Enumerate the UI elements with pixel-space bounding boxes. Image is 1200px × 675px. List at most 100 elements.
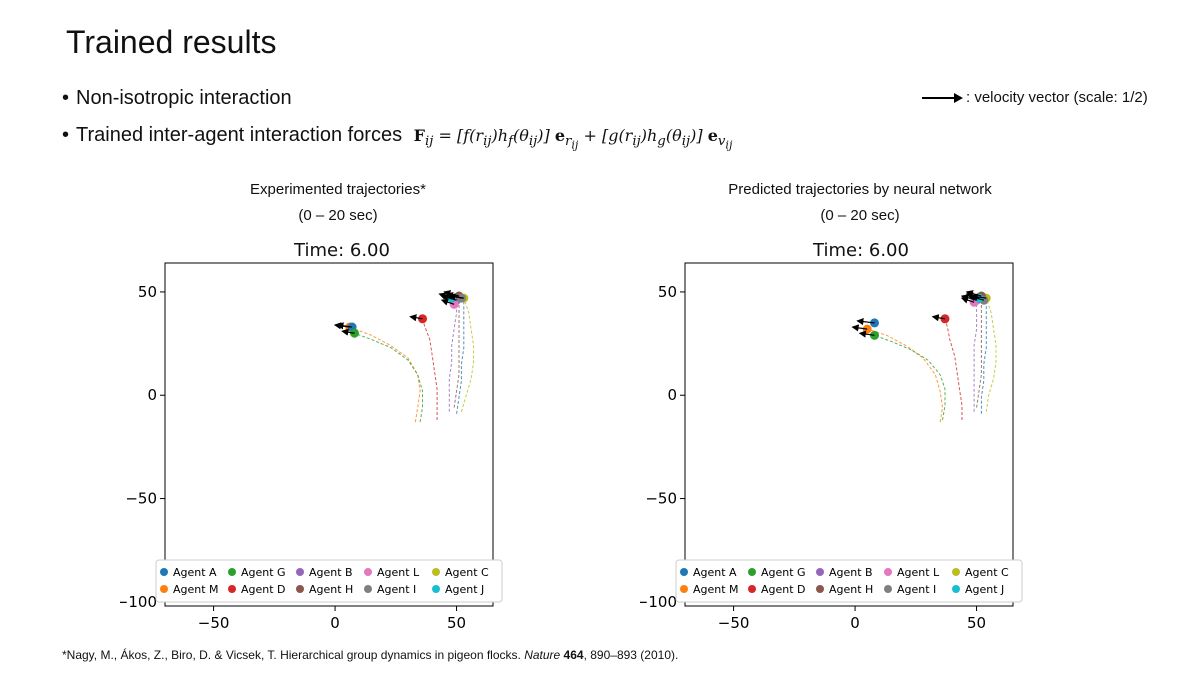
trajectory-agent-d (422, 318, 438, 420)
x-tick-label: −50 (198, 614, 230, 632)
legend-marker-agent-a (680, 568, 688, 576)
x-tick-label: 50 (967, 614, 986, 632)
legend-box (155, 559, 503, 603)
y-tick-label: −50 (645, 490, 677, 508)
legend-marker-agent-h (296, 585, 304, 593)
legend-marker-agent-d (748, 585, 756, 593)
bullet-dot: • (62, 87, 70, 109)
experimented-trajectory-chart: −50 0 50 −100 −50 0 50 Agent A Agent G Agent B Age… (120, 262, 503, 632)
legend-marker-agent-c (952, 568, 960, 576)
legend-label-agent-c: Agent C (965, 566, 1009, 579)
legend-marker-agent-j (432, 585, 440, 593)
arrow-icon (922, 92, 963, 103)
legend-label-agent-a: Agent A (693, 566, 737, 579)
legend-label-agent-a: Agent A (173, 566, 217, 579)
velocity-vector-note: : velocity vector (scale: 1/2) (920, 89, 1148, 106)
velocity-arrow-agent-l (440, 298, 455, 306)
legend-label-agent-d: Agent D (241, 583, 286, 596)
force-formula: Fij = [f(rij)hf(θij)] erij + [g(rij)hg(θ… (413, 126, 733, 152)
velocity-arrow-agent-g (341, 328, 355, 336)
trajectory-agent-m (867, 328, 944, 423)
legend-marker-agent-a (160, 568, 168, 576)
footer-journal: Nature (524, 648, 561, 662)
x-tick-label: 0 (850, 614, 860, 632)
y-tick-label: −100 (640, 593, 677, 611)
velocity-arrow-agent-a (856, 318, 875, 326)
legend-label-agent-h: Agent H (309, 583, 353, 596)
legend-label-agent-m: Agent M (693, 583, 739, 596)
right-time-label: Time: 6.00 (813, 240, 909, 261)
velocity-note-text: : velocity vector (scale: 1/2) (966, 89, 1148, 106)
velocity-arrow-agent-d (931, 314, 946, 322)
legend-label-agent-h: Agent H (829, 583, 873, 596)
footer-volume: 464 (560, 648, 584, 662)
y-tick-label: 50 (658, 283, 677, 301)
right-panel-title: Predicted trajectories by neural network… (660, 177, 1060, 229)
x-tick-label: −50 (718, 614, 750, 632)
legend-label-agent-m: Agent M (173, 583, 219, 596)
legend-label-agent-i: Agent I (897, 583, 936, 596)
trajectory-agent-h (976, 296, 982, 408)
point-agent-a (870, 318, 880, 328)
left-title-line2: (0 – 20 sec) (298, 207, 378, 224)
predicted-trajectory-chart: −50 0 50 −100 −50 0 50 Agent A Agent G Agent B Age… (640, 262, 1023, 632)
legend-marker-agent-c (432, 568, 440, 576)
legend-marker-agent-i (884, 585, 892, 593)
legend-marker-agent-m (160, 585, 168, 593)
point-agent-g (350, 328, 360, 338)
x-tick-label: 50 (447, 614, 466, 632)
legend-label-agent-j: Agent J (445, 583, 484, 596)
legend-label-agent-b: Agent B (309, 566, 353, 579)
citation-footer: *Nagy, M., Ákos, Z., Biro, D. & Vicsek, … (62, 648, 678, 662)
legend-marker-agent-h (816, 585, 824, 593)
slide-title: Trained results (66, 24, 277, 60)
right-title-line1: Predicted trajectories by neural network (728, 181, 992, 198)
velocity-arrow-agent-j (438, 292, 452, 300)
trajectory-agent-g (354, 332, 423, 423)
y-tick-label: 0 (147, 386, 157, 404)
legend-marker-agent-l (884, 568, 892, 576)
legend-marker-agent-g (228, 568, 236, 576)
legend-marker-agent-d (228, 585, 236, 593)
left-time-label: Time: 6.00 (294, 240, 390, 261)
right-title-line2: (0 – 20 sec) (820, 207, 900, 224)
legend-label-agent-b: Agent B (829, 566, 873, 579)
trajectory-agent-a (980, 298, 987, 414)
legend-label-agent-i: Agent I (377, 583, 416, 596)
bullet2-text: Trained inter-agent interaction forces (76, 124, 403, 146)
legend-label-agent-g: Agent G (761, 566, 806, 579)
y-tick-label: −100 (120, 593, 157, 611)
trajectory-agent-m (349, 326, 421, 423)
footer-prefix: *Nagy, M., Ákos, Z., Biro, D. & Vicsek, … (62, 648, 525, 662)
footer-suffix: , 890–893 (2010). (583, 648, 679, 662)
legend-marker-agent-i (364, 585, 372, 593)
y-tick-label: −50 (125, 490, 157, 508)
trajectory-agent-a (456, 298, 465, 414)
legend-label-agent-l: Agent L (897, 566, 940, 579)
legend-label-agent-c: Agent C (445, 566, 489, 579)
legend-marker-agent-b (816, 568, 824, 576)
trajectory-agent-d (944, 318, 963, 420)
y-tick-label: 0 (667, 386, 677, 404)
legend-box (675, 559, 1023, 603)
velocity-arrow-agent-d (409, 314, 423, 322)
bullet-interaction-forces: • Trained inter-agent interaction forces … (62, 124, 732, 152)
plot-frame (684, 262, 1014, 607)
bullet-dot: • (62, 124, 70, 146)
legend-marker-agent-b (296, 568, 304, 576)
velocity-arrow-agent-i (445, 292, 462, 300)
bullet1-text: Non-isotropic interaction (76, 87, 292, 109)
plot-frame (164, 262, 494, 607)
velocity-arrow-agent-l (960, 296, 975, 304)
trajectory-agent-g (874, 334, 946, 421)
velocity-arrow-agent-j (965, 292, 980, 300)
trajectory-agent-b (448, 300, 458, 412)
legend-label-agent-l: Agent L (377, 566, 420, 579)
velocity-arrow-agent-g (858, 330, 875, 338)
legend-marker-agent-m (680, 585, 688, 593)
legend-label-agent-j: Agent J (965, 583, 1004, 596)
trajectory-agent-c (460, 297, 475, 412)
legend-label-agent-d: Agent D (761, 583, 806, 596)
trajectory-agent-c (985, 297, 997, 412)
left-title-line1: Experimented trajectories* (250, 181, 426, 198)
